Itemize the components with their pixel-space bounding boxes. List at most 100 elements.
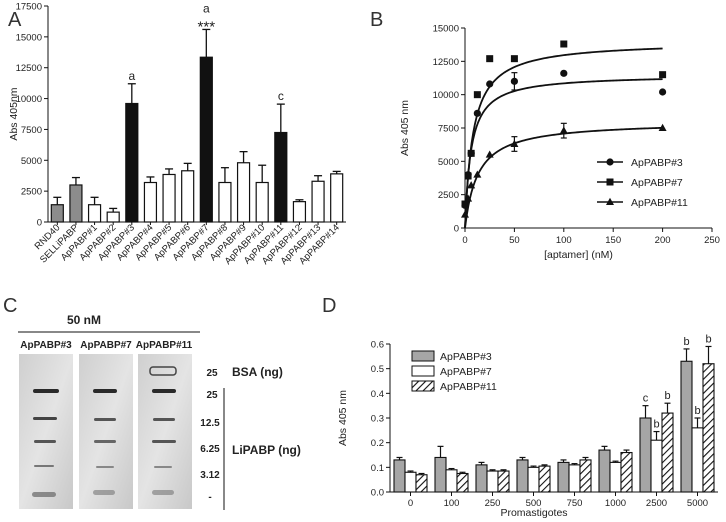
blot-lane-label-7: ApPABP#7 (80, 340, 132, 351)
blot-lane-label-11: ApPABP#11 (136, 340, 193, 351)
a-bar-appabp11 (274, 131, 288, 223)
b-point-triangle (467, 181, 476, 189)
d-legend-swatch-gray (411, 350, 435, 362)
blot-bsa-amount: 25 (206, 368, 218, 379)
d-legend-swatch-hatched (411, 380, 435, 392)
d-bar-white (486, 470, 499, 493)
b-point-triangle (464, 194, 473, 202)
d-x-tick-label: 5000 (687, 498, 708, 509)
blot-lipabp-label: LiPABP (ng) (232, 443, 301, 457)
d-y-tick-label: 0.4 (371, 389, 384, 400)
d-bar-hatched (538, 465, 551, 493)
a-y-tick-label: 5000 (21, 156, 42, 167)
d-x-tick-label: 500 (526, 498, 542, 509)
d-x-tick-label: 2500 (646, 498, 667, 509)
d-legend-label: ApPABP#11 (440, 381, 497, 393)
d-significance-label: b (653, 419, 659, 431)
a-bar-appabp6 (181, 170, 195, 223)
a-bar-sellipabp (69, 184, 83, 223)
a-bar-appabp7 (199, 56, 213, 223)
d-bar-gray (598, 449, 611, 493)
b-point-square (560, 40, 568, 48)
b-x-tick-label: 0 (462, 235, 467, 246)
a-y-tick-label: 17500 (16, 2, 42, 13)
d-y-axis-label: Abs 405 nm (337, 390, 349, 446)
b-legend-label: ApPABP#7 (631, 177, 683, 189)
d-significance-label: b (705, 333, 711, 345)
a-bar-appabp14 (330, 173, 344, 223)
a-bar-appabp5 (162, 173, 176, 223)
b-point-triangle (461, 210, 469, 218)
d-bar-hatched (415, 474, 428, 493)
d-x-tick-label: 100 (444, 498, 460, 509)
a-annotation-label: a (128, 69, 135, 83)
b-point-square (659, 71, 667, 79)
panel-letter-a: A (8, 9, 22, 31)
a-y-tick-label: 12500 (16, 63, 42, 74)
b-legend-marker-triangle (606, 197, 614, 205)
a-bar-appabp8 (218, 181, 232, 223)
b-x-tick-label: 150 (605, 235, 621, 246)
a-y-axis-label: Abs 405nm (8, 87, 20, 140)
a-annotation-label: c (278, 89, 284, 103)
b-y-tick-label: 0 (454, 224, 459, 235)
b-point-triangle (473, 170, 482, 178)
d-bar-hatched (579, 459, 592, 493)
b-legend-marker-circle (606, 158, 614, 166)
b-point-triangle (559, 126, 568, 134)
b-point-square (486, 55, 494, 63)
d-x-tick-label: 1000 (605, 498, 626, 509)
b-y-tick-label: 5000 (438, 157, 459, 168)
chart-a-aptamer-screening: 0 2500 5000 7500 10000 12500 15000 17500 Abs 405… (8, 1, 346, 267)
d-bar-hatched (497, 470, 510, 493)
d-bar-white (650, 439, 663, 493)
a-bar-appabp1 (87, 204, 102, 223)
d-bar-gray (516, 459, 529, 493)
d-bar-hatched (620, 451, 633, 493)
b-point-square (467, 149, 475, 157)
blot-strip-3 (19, 354, 73, 509)
blot-amount-12-5: 12.5 (200, 418, 220, 429)
d-bar-gray (393, 459, 406, 493)
b-y-tick-label: 10000 (433, 90, 459, 101)
b-y-tick-label: 12500 (433, 57, 459, 68)
a-bar-appabp4 (143, 181, 158, 223)
panel-c-blot: 50 nM ApPABP#3 ApPABP#7 ApPABP#11 (18, 313, 301, 510)
a-y-tick-label: 7500 (21, 125, 42, 136)
a-annotation-label: a (203, 1, 210, 15)
d-y-tick-label: 0.6 (371, 340, 384, 351)
d-bar-hatched (456, 472, 469, 493)
b-y-axis-label: Abs 405 nm (399, 100, 411, 156)
b-point-triangle (658, 123, 667, 131)
d-bar-white (527, 466, 540, 493)
b-point-square (473, 91, 481, 99)
d-y-tick-label: 0.3 (371, 414, 384, 425)
b-legend-label: ApPABP#11 (631, 197, 688, 209)
b-point-square (461, 200, 469, 208)
a-bar-appabp9 (236, 162, 251, 223)
d-y-tick-label: 0.2 (371, 438, 384, 449)
a-bar-appabp13 (311, 180, 325, 223)
d-bar-white (445, 469, 458, 493)
b-point-circle (486, 80, 494, 88)
d-x-tick-label: 0 (408, 498, 413, 509)
blot-bsa-label: BSA (ng) (232, 365, 283, 379)
d-bar-gray (475, 464, 488, 493)
d-bar-white (568, 464, 581, 493)
b-point-square (510, 55, 518, 63)
panel-letter-d: D (322, 295, 336, 317)
d-bar-white (691, 427, 704, 493)
b-legend-label: ApPABP#3 (631, 157, 683, 169)
b-y-tick-label: 7500 (438, 124, 459, 135)
d-y-tick-label: 0.0 (371, 488, 384, 499)
d-bar-white (609, 461, 622, 493)
d-y-tick-label: 0.5 (371, 364, 384, 375)
a-bar-appabp2 (106, 211, 120, 223)
chart-d-promastigote-detection: 0.0 0.1 0.2 0.3 0.4 0.5 0.6 Abs 405 nm Promastig… (337, 333, 718, 519)
b-x-tick-label: 50 (509, 235, 520, 246)
blot-amount-6-25: 6.25 (200, 444, 220, 455)
b-point-triangle (510, 139, 519, 147)
a-bar-rnd40 (50, 204, 64, 223)
a-annotation-label: *** (198, 18, 216, 35)
d-significance-label: c (643, 393, 649, 405)
